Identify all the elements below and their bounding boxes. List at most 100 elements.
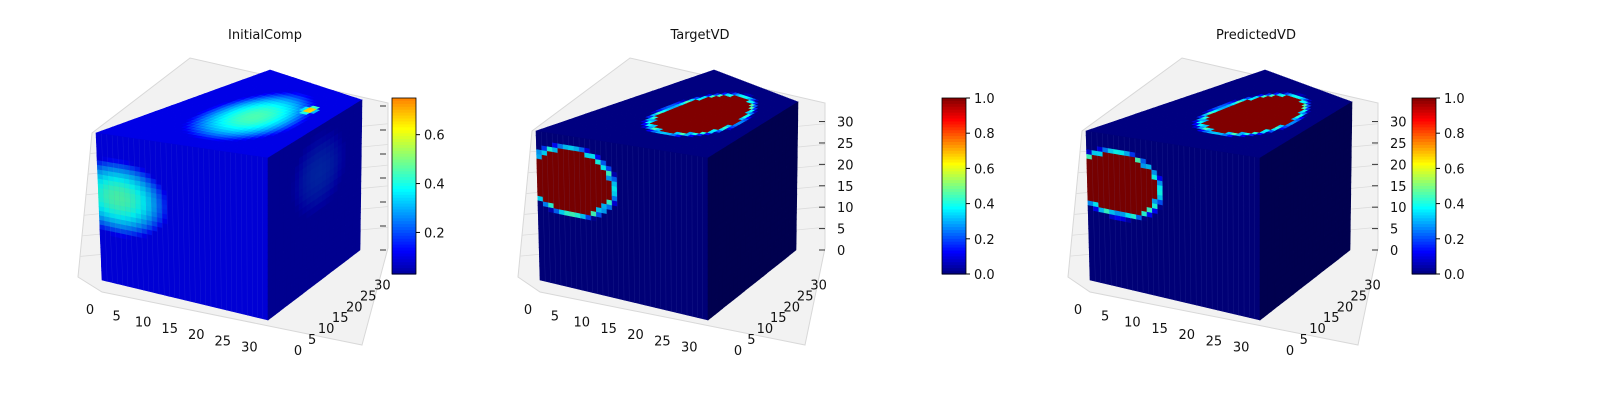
y-tick-label: 30 <box>1364 278 1381 293</box>
colorbar-segment <box>942 162 966 167</box>
x-tick-label: 10 <box>574 316 591 331</box>
colorbar-segment <box>392 121 416 125</box>
colorbar-segment <box>942 186 966 190</box>
colorbar-segment <box>942 171 966 175</box>
y-tick-label: 30 <box>810 278 827 293</box>
colorbar-segment <box>942 212 966 216</box>
z-tick-label: 20 <box>1390 158 1407 173</box>
colorbar-segment <box>1412 197 1436 202</box>
colorbar-tick-label: 0.0 <box>974 268 995 283</box>
colorbar-segment <box>1412 159 1436 164</box>
colorbar-segment <box>392 238 416 243</box>
colorbar-tick-label: 0.8 <box>974 127 995 142</box>
y-tick-label: 10 <box>318 322 335 337</box>
z-axis: 0 5 10 15 20 25 30 <box>1372 116 1407 259</box>
colorbar-segment <box>942 159 966 164</box>
colorbar-segment <box>1412 262 1436 266</box>
colorbar-segment <box>392 153 416 158</box>
colorbar-segment <box>942 271 966 275</box>
colorbar-segment <box>392 142 416 146</box>
colorbar-segment <box>392 118 416 123</box>
x-axis: 0 5 10 15 20 25 30 <box>1074 303 1250 356</box>
colorbar-segment <box>942 124 966 128</box>
x-tick-label: 25 <box>215 334 232 349</box>
colorbar-segment <box>1412 150 1436 155</box>
colorbar-segment <box>942 165 966 169</box>
colorbar-segment <box>942 115 966 120</box>
y-tick-label: 25 <box>1351 289 1368 304</box>
colorbar-segment <box>942 200 966 205</box>
colorbar-segment <box>392 209 416 213</box>
x-tick-label: 0 <box>86 303 94 318</box>
colorbar-tick-label: 0.4 <box>974 198 995 213</box>
colorbar-segment <box>392 268 416 272</box>
colorbar-segment <box>942 118 966 123</box>
y-tick-label: 20 <box>346 300 363 315</box>
colorbar-segment <box>1412 230 1436 234</box>
colorbar-segment <box>942 209 966 213</box>
x-tick-label: 20 <box>188 328 205 343</box>
colorbar-segment <box>942 100 966 105</box>
colorbar-segment <box>1412 162 1436 167</box>
x-tick-label: 5 <box>551 309 559 324</box>
colorbar-segment <box>942 153 966 158</box>
colorbar-segment <box>392 253 416 257</box>
colorbar-segment <box>942 174 966 178</box>
colorbar-tick-label: 0.4 <box>1444 198 1465 213</box>
colorbar-segment <box>942 147 966 152</box>
colorbar-segment <box>392 206 416 211</box>
colorbar-segment <box>942 168 966 172</box>
colorbar: 0.2 0.4 0.6 <box>391 97 445 275</box>
colorbar-segment <box>1412 115 1436 120</box>
x-tick-label: 25 <box>654 334 671 349</box>
colorbar-segment <box>392 115 416 120</box>
colorbar-segment <box>392 250 416 255</box>
x-tick-label: 25 <box>1206 334 1223 349</box>
y-tick-label: 20 <box>1337 300 1354 315</box>
colorbar-segment <box>1412 144 1436 149</box>
colorbar-segment <box>1412 212 1436 216</box>
colorbar-segment <box>392 235 416 240</box>
colorbar-segment <box>392 136 416 140</box>
colorbar-segment <box>942 191 966 196</box>
colorbar-tick-label: 0.4 <box>424 178 445 193</box>
z-tick-label: 0 <box>837 244 845 259</box>
colorbar-segment <box>1412 191 1436 196</box>
colorbar-tick-label: 0.2 <box>974 233 995 248</box>
colorbar-segment <box>1412 153 1436 158</box>
colorbar-segment <box>1412 156 1436 161</box>
colorbar-segment <box>1412 227 1436 231</box>
colorbar-segment <box>1412 165 1436 169</box>
colorbar-segment <box>392 227 416 231</box>
colorbar-segment <box>1412 244 1436 249</box>
colorbar-segment <box>942 259 966 263</box>
x-tick-label: 5 <box>1101 309 1109 324</box>
colorbar-segment <box>392 106 416 111</box>
colorbar-segment <box>942 133 966 137</box>
colorbar-segment <box>1412 100 1436 105</box>
z-axis <box>380 105 386 251</box>
voxel-grid <box>1091 131 1255 319</box>
colorbar-segment <box>392 130 416 134</box>
colorbar-segment <box>1412 209 1436 213</box>
colorbar-segment <box>392 183 416 187</box>
x-axis: 0 5 10 15 20 25 30 <box>524 303 698 356</box>
colorbar-segment <box>392 197 416 202</box>
colorbar-segment <box>1412 118 1436 123</box>
x-tick-label: 30 <box>1233 341 1250 356</box>
colorbar-segment <box>1412 188 1436 193</box>
colorbar-segment <box>392 124 416 128</box>
colorbar-segment <box>942 144 966 149</box>
colorbar-segment <box>392 144 416 149</box>
x-axis: 0 5 10 15 20 25 30 <box>86 303 258 356</box>
panel-initialcomp: InitialComp 0 5 10 15 20 25 30 0510152025300.20… <box>77 28 445 359</box>
voxel-cube <box>95 69 363 321</box>
colorbar-segment <box>942 235 966 240</box>
colorbar-segment <box>1412 171 1436 175</box>
colorbar-tick-label: 0.2 <box>1444 233 1465 248</box>
colorbar-segment <box>942 106 966 111</box>
colorbar-segment <box>942 177 966 181</box>
colorbar-segment <box>942 139 966 143</box>
